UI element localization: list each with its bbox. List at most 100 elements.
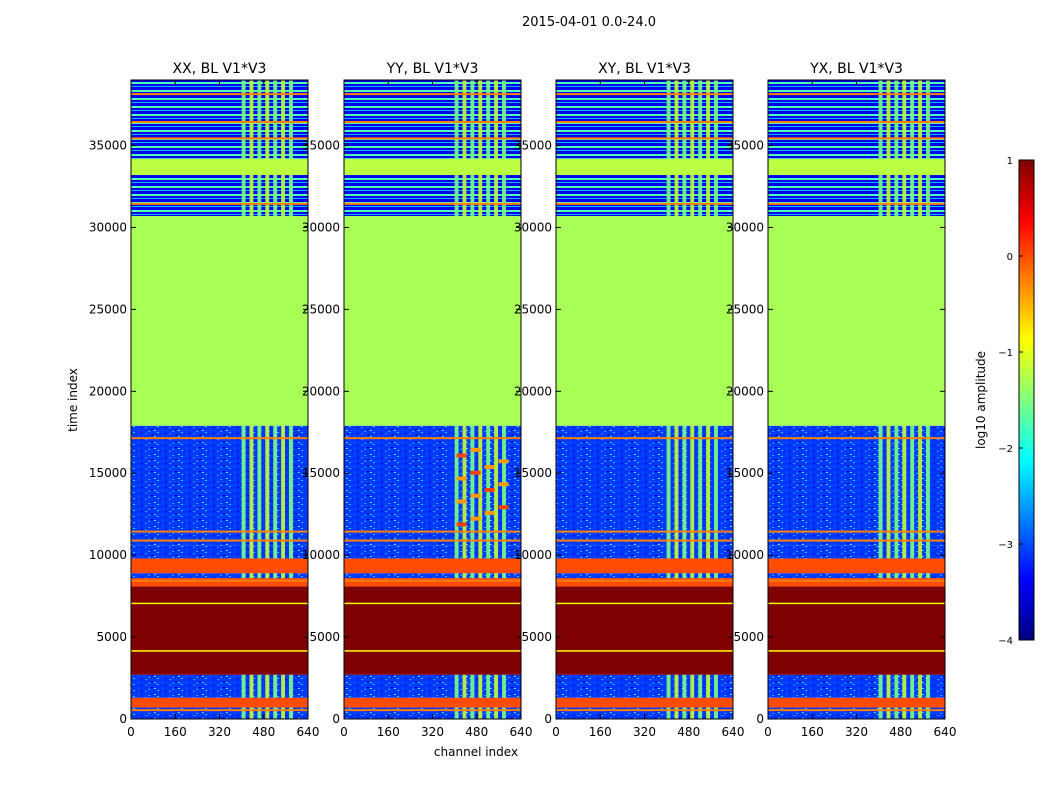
channel-band — [289, 573, 293, 579]
flag-line — [131, 530, 308, 533]
x-tick-label: 320 — [421, 725, 444, 739]
channel-band — [454, 175, 459, 216]
channel-band — [478, 175, 483, 216]
channel-band — [706, 545, 711, 559]
panel-YY: YY, BL V1*V3 0 5000 10000 15000 20000 25000 300… — [302, 61, 533, 739]
y-tick-label: 20000 — [726, 384, 764, 398]
hotspot — [470, 516, 481, 521]
hotspot — [456, 476, 467, 481]
channel-band — [257, 425, 262, 546]
figure-title: 2015-04-01 0.0-24.0 — [522, 15, 656, 30]
channel-band — [902, 707, 907, 719]
flag-line — [344, 137, 521, 140]
time-region-3 — [768, 586, 945, 675]
time-region-2 — [344, 674, 521, 698]
hotspot — [470, 470, 481, 475]
y-tick-label: 30000 — [726, 220, 764, 234]
channel-band — [714, 707, 718, 719]
y-tick-label: 25000 — [726, 302, 764, 316]
time-region-0 — [768, 707, 945, 719]
channel-band — [478, 707, 483, 719]
channel-band — [249, 674, 254, 698]
channel-band — [454, 674, 459, 698]
flag-line — [344, 93, 521, 96]
time-region-2 — [131, 674, 308, 698]
channel-band — [910, 545, 915, 559]
channel-band — [690, 80, 695, 159]
time-region-8 — [768, 425, 945, 546]
y-tick-label: 5000 — [309, 630, 340, 644]
colorbar-tick-label: −3 — [998, 540, 1013, 551]
y-tick-label: 15000 — [514, 466, 552, 480]
flag-line — [344, 602, 521, 605]
channel-band — [273, 545, 278, 559]
flag-line — [131, 602, 308, 605]
channel-band — [894, 545, 899, 559]
time-region-11 — [131, 158, 308, 176]
channel-band — [486, 175, 491, 216]
channel-band — [902, 674, 907, 698]
time-region-4 — [131, 578, 308, 587]
time-region-3 — [556, 586, 733, 675]
channel-band — [918, 707, 923, 719]
flag-line — [556, 120, 733, 123]
hotspot — [456, 499, 467, 504]
time-region-3 — [344, 586, 521, 675]
flag-line — [344, 202, 521, 205]
channel-band — [698, 80, 703, 159]
channel-band — [281, 674, 286, 698]
x-tick-label: 320 — [208, 725, 231, 739]
x-tick-label: 0 — [552, 725, 560, 739]
channel-band — [878, 175, 883, 216]
flag-line — [556, 650, 733, 652]
channel-band — [257, 674, 262, 698]
channel-band — [706, 573, 711, 579]
channel-band — [666, 545, 671, 559]
channel-band — [454, 80, 459, 159]
flag-line — [344, 709, 521, 712]
channel-band — [714, 425, 718, 546]
channel-band — [918, 425, 923, 546]
channel-band — [674, 573, 679, 579]
y-tick-label: 10000 — [302, 548, 340, 562]
panel-XX: XX, BL V1*V3 0 5000 10000 15000 20000 25000 300… — [89, 61, 320, 739]
channel-band — [698, 175, 703, 216]
channel-band — [886, 175, 891, 216]
channel-band — [714, 80, 718, 159]
channel-band — [454, 545, 459, 559]
channel-band — [462, 425, 467, 546]
channel-band — [241, 545, 246, 559]
y-tick-label: 30000 — [302, 220, 340, 234]
y-tick-label: 35000 — [514, 139, 552, 153]
x-tick-label: 480 — [252, 725, 275, 739]
x-axis-label: channel index — [434, 745, 518, 759]
channel-band — [674, 175, 679, 216]
channel-band — [281, 573, 286, 579]
channel-band — [249, 80, 254, 159]
y-tick-label: 20000 — [302, 384, 340, 398]
channel-band — [494, 545, 499, 559]
channel-band — [894, 573, 899, 579]
channel-band — [502, 707, 506, 719]
channel-band — [886, 573, 891, 579]
flag-line — [344, 579, 521, 582]
channel-band — [902, 175, 907, 216]
channel-band — [674, 674, 679, 698]
channel-band — [265, 425, 270, 546]
channel-band — [674, 707, 679, 719]
time-region-11 — [344, 158, 521, 176]
channel-band — [478, 573, 483, 579]
y-tick-label: 20000 — [89, 384, 127, 398]
channel-band — [257, 175, 262, 216]
time-region-0 — [131, 707, 308, 719]
time-region-2 — [556, 674, 733, 698]
flag-line — [131, 437, 308, 440]
time-region-9 — [344, 215, 521, 426]
channel-band — [462, 707, 467, 719]
time-region-7 — [556, 545, 733, 559]
channel-band — [926, 80, 930, 159]
channel-band — [674, 80, 679, 159]
flag-line — [556, 137, 733, 140]
channel-band — [926, 545, 930, 559]
channel-band — [462, 545, 467, 559]
